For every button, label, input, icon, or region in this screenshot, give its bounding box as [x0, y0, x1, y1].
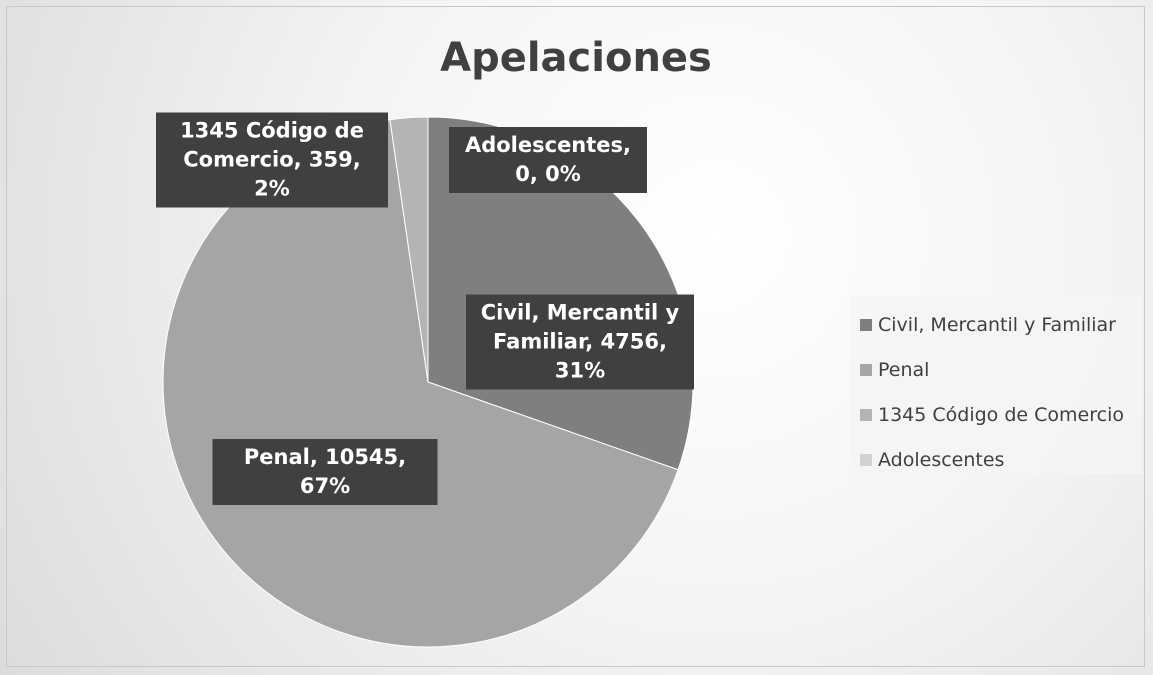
legend-entry: Penal [850, 347, 1142, 392]
data-label: Civil, Mercantil y Familiar, 4756, 31% [466, 294, 694, 390]
legend-label: Penal [878, 358, 930, 381]
data-label: Penal, 10545, 67% [212, 439, 438, 505]
legend-entry: Civil, Mercantil y Familiar [850, 302, 1142, 347]
legend-swatch [860, 318, 872, 331]
legend-entry: 1345 Código de Comercio [850, 392, 1142, 437]
legend-swatch [860, 408, 872, 421]
legend-label: Civil, Mercantil y Familiar [878, 313, 1116, 336]
chart-border [6, 6, 1145, 667]
legend-entry: Adolescentes [850, 437, 1142, 482]
legend-swatch [860, 363, 872, 376]
legend: Civil, Mercantil y Familiar Penal 1345 Cód… [850, 296, 1142, 474]
legend-swatch [860, 453, 872, 466]
legend-label: Adolescentes [878, 448, 1005, 471]
data-label: 1345 Código de Comercio, 359, 2% [156, 112, 388, 208]
legend-label: 1345 Código de Comercio [878, 403, 1124, 426]
chart-title: Apelaciones [440, 35, 712, 81]
data-label: Adolescentes, 0, 0% [449, 127, 647, 193]
